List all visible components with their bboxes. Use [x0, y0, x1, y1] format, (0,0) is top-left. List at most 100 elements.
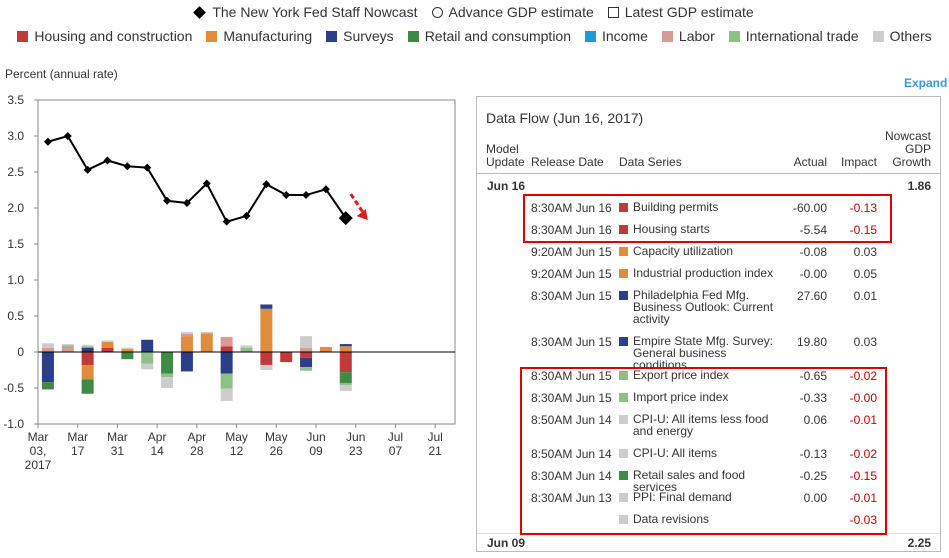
bar-segment	[260, 304, 273, 309]
bar-segment	[41, 347, 54, 352]
bar-segment	[81, 364, 94, 380]
bar-segment	[61, 346, 74, 352]
bar-segment	[220, 346, 233, 352]
release-date: 8:30AM Jun 15	[531, 391, 612, 405]
bar-segment	[180, 352, 193, 372]
category-swatch	[619, 337, 628, 346]
legend-category-item: International trade	[728, 28, 859, 44]
x-tick-label: 07	[389, 444, 403, 458]
header-nowcast-line3: Growth	[892, 155, 931, 169]
bar-segment	[280, 352, 293, 363]
bar-segment	[41, 343, 54, 348]
legend-swatch	[17, 30, 29, 42]
x-tick-label: 2017	[25, 458, 52, 472]
bar-segment	[300, 347, 313, 352]
circle-icon	[431, 6, 443, 18]
header-nowcast: Nowcast GDP Growth	[877, 130, 931, 169]
data-series-label: Retail sales and food services	[633, 468, 746, 494]
legend-swatch	[872, 30, 884, 42]
impact-value: 0.03	[853, 335, 877, 349]
data-series: Import price index	[619, 391, 779, 403]
nowcast-point	[182, 198, 191, 207]
legend-swatch	[326, 30, 338, 42]
legend-swatch	[585, 30, 596, 42]
x-tick-label: Jun	[346, 430, 365, 444]
category-swatch	[619, 269, 628, 278]
x-tick-label: 17	[71, 444, 85, 458]
data-series-label: CPI-U: All items	[633, 446, 718, 460]
nowcast-point	[63, 132, 72, 140]
release-date: 8:50AM Jun 14	[531, 413, 612, 427]
x-tick-label: Jun	[306, 430, 325, 444]
category-swatch	[619, 515, 628, 524]
legend-category-label: Income	[602, 28, 648, 44]
legend-category-label: Labor	[678, 28, 715, 44]
actual-value: -0.25	[799, 469, 827, 483]
data-series-label: PPI: Final demand	[633, 490, 732, 504]
y-tick-label: 2.0	[7, 201, 24, 215]
bar-segment	[300, 367, 313, 371]
bar-segment	[121, 347, 134, 350]
category-swatch	[619, 203, 628, 212]
bar-segment	[260, 308, 273, 352]
header-impact: Impact	[840, 155, 877, 169]
x-tick-label: Jul	[388, 430, 403, 444]
bar-segment	[81, 346, 94, 348]
data-series: Capacity utilization	[619, 245, 779, 257]
nowcast-point	[83, 165, 92, 174]
square-icon	[607, 6, 619, 18]
bar-segment	[339, 372, 352, 383]
x-tick-label: 12	[230, 444, 244, 458]
actual-value: -0.33	[799, 391, 827, 405]
nowcast-point	[43, 137, 52, 146]
highlight-box-prices	[520, 367, 887, 535]
marker-legend: The New York Fed Staff Nowcast Advance GD…	[0, 2, 949, 22]
bar-segment	[220, 373, 233, 389]
bar-segment	[220, 352, 233, 374]
bar-segment	[41, 352, 54, 383]
x-tick-label: 21	[428, 444, 442, 458]
impact-value: 0.03	[853, 245, 877, 259]
release-date: 8:30AM Jun 15	[531, 335, 612, 349]
y-tick-label: 2.5	[7, 165, 24, 179]
nowcast-point	[103, 156, 112, 165]
bar-segment	[319, 346, 332, 352]
data-flow-panel: Data Flow (Jun 16, 2017) Model Update Re…	[476, 96, 941, 552]
impact-value: -0.02	[849, 447, 877, 461]
bar-segment	[240, 345, 253, 348]
bar-segment	[161, 373, 174, 378]
data-series: CPI-U: All items less food and energy	[619, 413, 779, 437]
bar-segment	[300, 336, 313, 348]
bar-segment	[81, 379, 94, 394]
actual-value: -0.65	[799, 369, 827, 383]
bar-segment	[200, 333, 213, 352]
nowcast-point	[163, 196, 172, 205]
nowcast-point	[222, 217, 231, 226]
legend-marker-item: Latest GDP estimate	[607, 4, 754, 20]
data-series-label: Export price index	[633, 368, 730, 382]
actual-value: -0.08	[799, 245, 827, 259]
top-update-label: Jun 16	[487, 179, 526, 193]
header-model-update-line2: Update	[486, 155, 525, 169]
bar-segment	[161, 352, 174, 374]
bar-segment	[101, 340, 114, 342]
impact-value: -0.03	[849, 513, 877, 527]
category-swatch	[619, 371, 628, 380]
legend-category-label: Surveys	[343, 28, 394, 44]
release-date: 8:30AM Jun 13	[531, 491, 612, 505]
bar-segment	[220, 336, 233, 347]
nowcast-point	[321, 185, 330, 194]
expand-link[interactable]: Expand	[904, 76, 948, 90]
actual-value: 27.60	[796, 289, 827, 303]
legend-category-item: Labor	[661, 28, 715, 44]
legend-category-label: Housing and construction	[34, 28, 193, 44]
bar-segment	[260, 352, 273, 365]
bar-segment	[61, 345, 74, 347]
category-swatch	[619, 415, 628, 424]
plot-frame	[37, 99, 456, 425]
data-series: PPI: Final demand	[619, 491, 779, 503]
data-series-label: Data revisions	[633, 512, 710, 526]
nowcast-point	[302, 191, 311, 200]
actual-value: -60.00	[792, 201, 827, 215]
bar-segment	[41, 382, 54, 390]
